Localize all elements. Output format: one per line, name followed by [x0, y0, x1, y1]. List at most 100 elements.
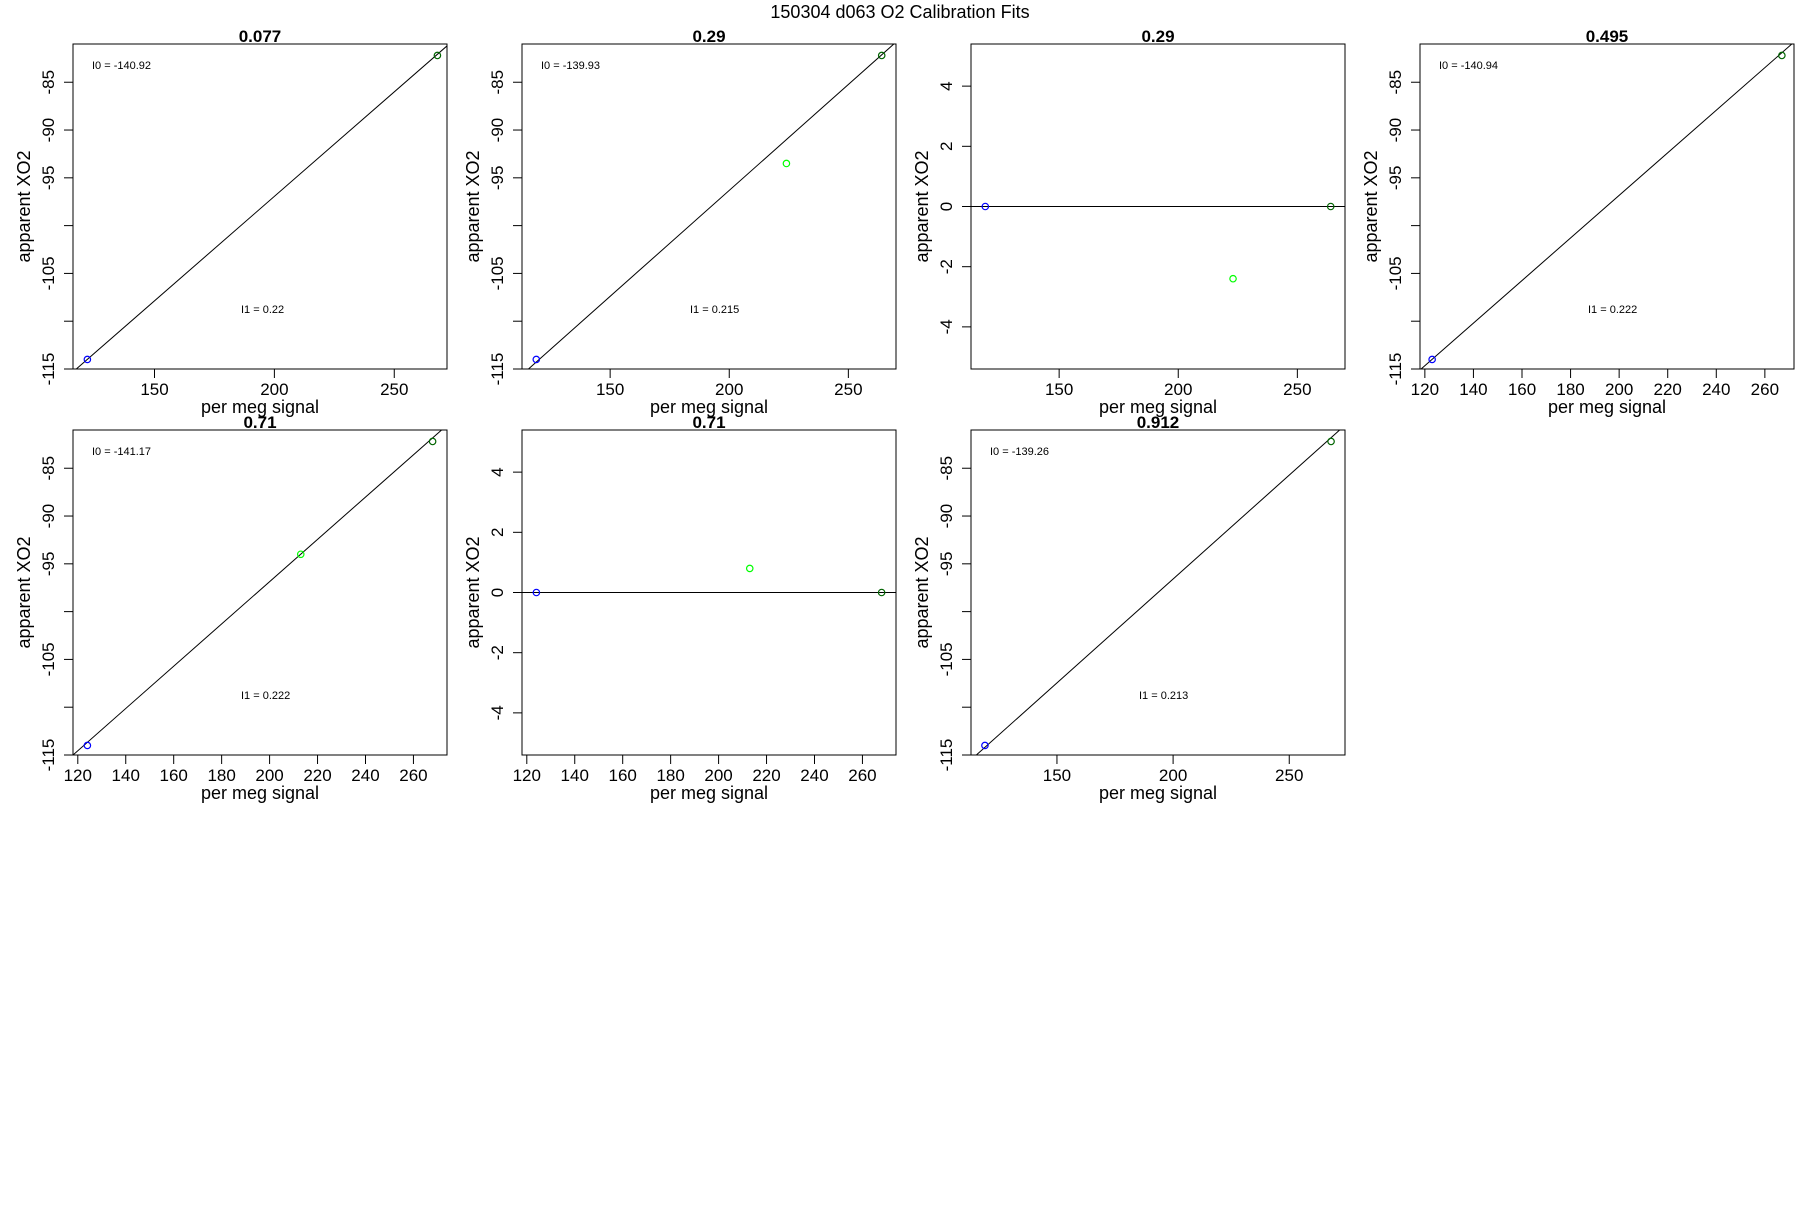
x-tick-label: 160 — [160, 766, 188, 785]
panel-title: 0.077 — [239, 27, 282, 46]
y-tick-label: 0 — [937, 202, 956, 211]
chart-panel-2: 0.29150 200 250-85-90-95-105-115per meg si… — [463, 27, 896, 417]
slope-annotation: I1 = 0.215 — [690, 304, 739, 316]
x-tick-label: 250 — [1275, 766, 1303, 785]
intercept-annotation: I0 = -141.17 — [92, 446, 151, 458]
data-point — [434, 52, 440, 58]
fit-line — [1420, 42, 1794, 370]
y-tick-label: 2 — [488, 528, 507, 537]
plot-frame — [73, 44, 447, 369]
x-tick-label: 140 — [561, 766, 589, 785]
slope-annotation: I1 = 0.222 — [241, 690, 290, 702]
data-point — [747, 565, 753, 571]
x-tick-label: 150 — [596, 380, 624, 399]
x-axis-label: per meg signal — [650, 783, 768, 803]
x-tick-label: 260 — [848, 766, 876, 785]
x-tick-label: 160 — [1508, 380, 1536, 399]
panel-title: 0.29 — [1141, 27, 1174, 46]
fit-line — [73, 46, 447, 372]
x-tick-label: 120 — [64, 766, 92, 785]
y-axis-label: apparent XO2 — [463, 536, 483, 648]
chart-panel-4: 0.495 120 140 160 180 200 220 240 260 -85 -90 -95 -1… — [1361, 27, 1794, 417]
intercept-annotation: I0 = -139.93 — [541, 60, 600, 72]
x-axis-label: per meg signal — [1548, 397, 1666, 417]
y-tick-label: -115 — [488, 353, 507, 386]
intercept-annotation: I0 = -139.26 — [990, 446, 1049, 458]
data-point — [429, 438, 435, 444]
chart-panel-5: 0.71 120 140 160 180 200 220 240 260 -85 -90 -95 -10… — [14, 413, 447, 803]
x-tick-label: 150 — [1043, 766, 1071, 785]
x-tick-label: 140 — [112, 766, 140, 785]
x-tick-label: 240 — [1702, 380, 1730, 399]
x-tick-label: 150 — [1045, 380, 1073, 399]
intercept-annotation: I0 = -140.94 — [1439, 60, 1498, 72]
y-tick-label: -85 — [937, 456, 956, 481]
data-point — [879, 52, 885, 58]
y-tick-label: -90 — [937, 504, 956, 529]
y-tick-label: 4 — [937, 81, 956, 90]
plot-frame — [522, 44, 896, 369]
x-axis-label: per meg signal — [201, 783, 319, 803]
chart-panel-7: 0.912 150 200 250 -85 -90 -95 -105 -115 per meg s… — [912, 413, 1345, 803]
y-tick-label: -4 — [488, 705, 507, 720]
y-axis-label: apparent XO2 — [14, 536, 34, 648]
slope-annotation: I1 = 0.213 — [1139, 690, 1188, 702]
y-tick-label: 0 — [488, 588, 507, 597]
chart-panel-6: 0.71 120 140 160 180 200 220 240 260 4 2 0 -2 -4 per m… — [463, 413, 896, 803]
x-tick-label: 250 — [1283, 380, 1311, 399]
x-tick-label: 250 — [380, 380, 408, 399]
y-tick-label: -85 — [39, 456, 58, 481]
panel-title: 0.71 — [243, 413, 276, 432]
y-tick-label: -85 — [1386, 70, 1405, 95]
slope-annotation: I1 = 0.222 — [1588, 304, 1637, 316]
y-tick-label: -105 — [937, 642, 956, 676]
y-tick-label: -115 — [937, 739, 956, 772]
y-tick-label: -2 — [937, 259, 956, 274]
x-tick-label: 120 — [1411, 380, 1439, 399]
y-axis-label: apparent XO2 — [912, 536, 932, 648]
y-tick-label: -85 — [488, 70, 507, 95]
y-tick-label: -4 — [937, 319, 956, 334]
y-tick-label: -115 — [1386, 353, 1405, 386]
fit-line — [971, 425, 1345, 760]
y-tick-label: -95 — [937, 552, 956, 577]
y-tick-label: 2 — [937, 142, 956, 151]
panel-title: 0.71 — [692, 413, 725, 432]
y-tick-label: -95 — [488, 166, 507, 191]
x-tick-label: 260 — [399, 766, 427, 785]
y-tick-label: -95 — [39, 166, 58, 191]
panel-title: 0.495 — [1586, 27, 1629, 46]
data-point — [783, 160, 789, 166]
fit-line — [522, 42, 896, 375]
y-axis-label: apparent XO2 — [463, 150, 483, 262]
y-tick-label: -105 — [39, 642, 58, 676]
x-tick-label: 250 — [834, 380, 862, 399]
x-tick-label: 160 — [609, 766, 637, 785]
y-tick-label: -90 — [39, 504, 58, 529]
data-point — [1230, 276, 1236, 282]
panel-title: 0.912 — [1137, 413, 1180, 432]
y-tick-label: -115 — [39, 739, 58, 772]
data-point — [1328, 438, 1334, 444]
y-tick-label: -2 — [488, 645, 507, 660]
y-axis-label: apparent XO2 — [1361, 150, 1381, 262]
intercept-annotation: I0 = -140.92 — [92, 60, 151, 72]
x-tick-label: 260 — [1751, 380, 1779, 399]
chart-panel-1: 0.077 150 200 250 -85 -90 -95 -105 -115 per meg s… — [14, 27, 447, 417]
y-axis-label: apparent XO2 — [14, 150, 34, 262]
x-tick-label: 240 — [800, 766, 828, 785]
plot-frame — [73, 430, 447, 755]
data-point — [84, 742, 90, 748]
y-tick-label: -115 — [39, 353, 58, 386]
x-tick-label: 240 — [351, 766, 379, 785]
y-tick-label: -105 — [1386, 256, 1405, 290]
y-tick-label: -95 — [1386, 166, 1405, 191]
panel-title: 0.29 — [692, 27, 725, 46]
chart-panel-3: 0.29 150 200 250 4 2 0 -2 -4 per meg signal appare… — [912, 27, 1345, 417]
y-tick-label: -95 — [39, 552, 58, 577]
x-tick-label: 120 — [513, 766, 541, 785]
y-axis-label: apparent XO2 — [912, 150, 932, 262]
fit-line — [73, 425, 447, 755]
